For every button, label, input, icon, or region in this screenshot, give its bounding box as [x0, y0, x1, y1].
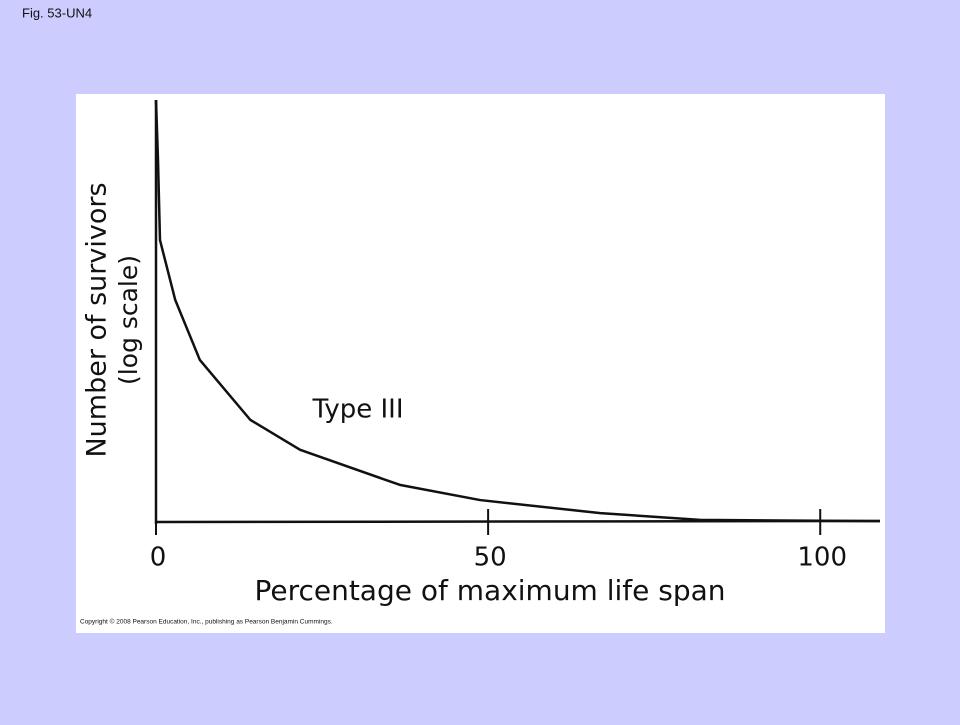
x-tick-label: 50 — [474, 543, 507, 573]
x-axis-label: Percentage of maximum life span — [254, 574, 725, 607]
y-axis-label: Number of survivors — [82, 182, 113, 457]
chart-panel — [76, 94, 885, 633]
x-tick-label: 100 — [797, 543, 847, 573]
chart-title: Fig. 53-UN4 — [22, 5, 92, 20]
copyright: Copyright © 2008 Pearson Education, Inc.… — [80, 618, 333, 626]
annotation: Type III — [312, 395, 404, 425]
x-tick-label: 0 — [150, 543, 167, 573]
y-axis-note: (log scale) — [114, 255, 143, 385]
survivorship-curve — [154, 99, 881, 523]
